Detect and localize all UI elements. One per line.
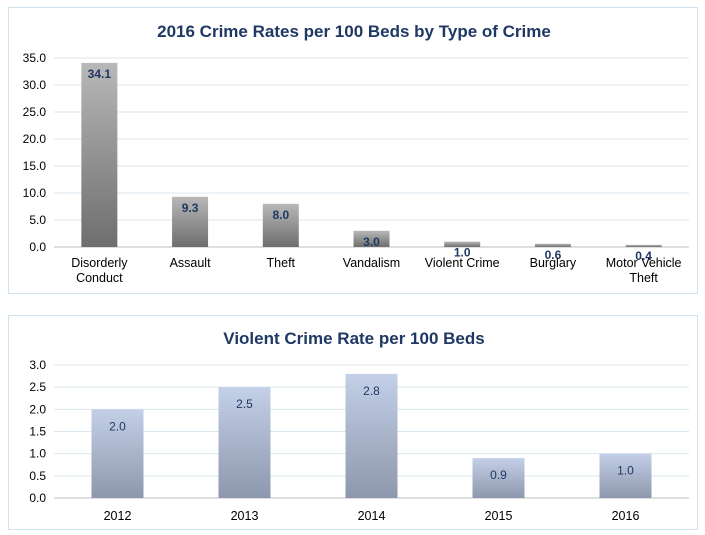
x-tick-label: Violent Crime — [425, 256, 500, 270]
x-tick-label: 2015 — [485, 509, 513, 523]
violent-crime-chart-panel: Violent Crime Rate per 100 Beds 0.0 0.5 1.0… — [8, 315, 698, 530]
data-label: 0.6 — [545, 248, 562, 262]
y-tick-label: 15.0 — [23, 159, 47, 173]
x-tick-label: 2016 — [612, 509, 640, 523]
crime-type-chart-panel: 2016 Crime Rates per 100 Beds by Type of… — [8, 7, 698, 294]
y-tick-label: 3.0 — [29, 358, 46, 372]
data-label: 9.3 — [182, 201, 199, 215]
bar — [172, 196, 209, 247]
x-tick-label: 2013 — [231, 509, 259, 523]
bar — [218, 387, 271, 498]
x-tick-label: Burglary — [530, 256, 577, 270]
y-tick-label: 25.0 — [23, 105, 47, 119]
x-tick-label: Vandalism — [343, 256, 400, 270]
y-tick-label: 35.0 — [23, 51, 47, 65]
y-tick-label: 1.0 — [29, 447, 46, 461]
y-tick-label: 30.0 — [23, 78, 47, 92]
y-tick-label: 20.0 — [23, 132, 47, 146]
x-tick-label: 2014 — [358, 509, 386, 523]
bar — [444, 241, 481, 247]
chart-title: Violent Crime Rate per 100 Beds — [223, 329, 484, 348]
data-label: 1.0 — [454, 246, 471, 260]
bar — [534, 243, 571, 247]
bar — [81, 62, 118, 247]
y-tick-label: 10.0 — [23, 186, 47, 200]
chart-title: 2016 Crime Rates per 100 Beds by Type of… — [157, 22, 551, 41]
bar — [345, 373, 398, 498]
y-tick-label: 0.5 — [29, 469, 46, 483]
y-tick-label: 2.5 — [29, 380, 46, 394]
y-tick-label: 0.0 — [29, 491, 46, 505]
y-tick-label: 1.5 — [29, 425, 46, 439]
violent-crime-chart: Violent Crime Rate per 100 Beds 0.0 0.5 1.0… — [29, 329, 689, 523]
x-tick-label: 2012 — [104, 509, 132, 523]
data-label: 2.5 — [236, 397, 253, 411]
bar — [472, 458, 525, 498]
x-tick-label: Theft — [629, 271, 658, 285]
bar — [91, 409, 144, 498]
data-label: 2.8 — [363, 384, 380, 398]
y-tick-label: 5.0 — [29, 213, 46, 227]
bar — [353, 230, 390, 247]
bar — [262, 203, 299, 247]
data-label: 2.0 — [109, 419, 126, 433]
bar — [625, 244, 662, 247]
crime-type-chart: 2016 Crime Rates per 100 Beds by Type of… — [23, 22, 689, 285]
y-tick-label: 2.0 — [29, 402, 46, 416]
x-tick-label: Theft — [267, 256, 296, 270]
data-label: 1.0 — [617, 464, 634, 478]
data-label: 0.9 — [490, 468, 507, 482]
data-label: 3.0 — [363, 235, 380, 249]
x-tick-label: Motor Vehicle — [606, 256, 682, 270]
data-label: 8.0 — [272, 208, 289, 222]
bar — [599, 453, 652, 498]
x-tick-label: Assault — [170, 256, 212, 270]
data-label: 0.4 — [635, 249, 652, 263]
x-tick-label: Conduct — [76, 271, 123, 285]
y-tick-label: 0.0 — [29, 240, 46, 254]
data-label: 34.1 — [88, 67, 112, 81]
x-tick-label: Disorderly — [71, 256, 128, 270]
